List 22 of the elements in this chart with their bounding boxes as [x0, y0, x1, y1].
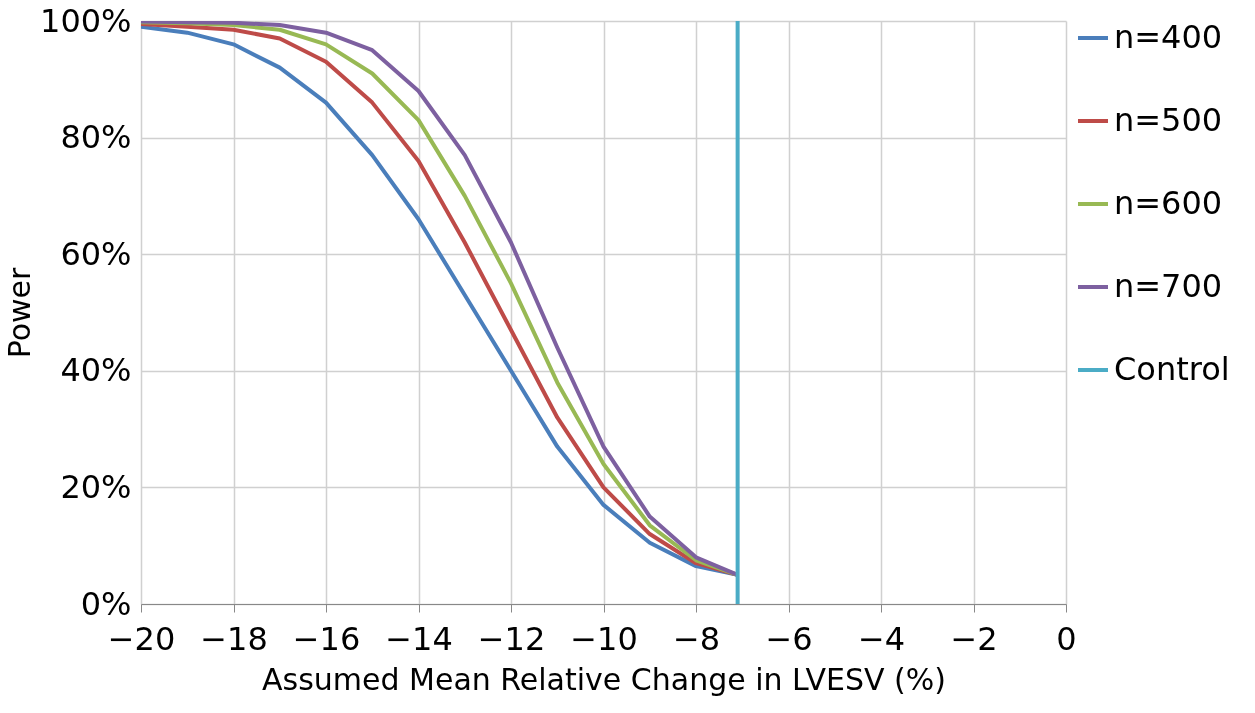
x-tick-label: −14 [385, 619, 453, 658]
x-tick-label: −4 [857, 619, 906, 658]
x-tick-label: −10 [570, 619, 638, 658]
x-axis-title: Assumed Mean Relative Change in LVESV (%) [261, 661, 947, 697]
y-tick-label: 20% [60, 467, 132, 506]
legend-label: n=400 [1114, 18, 1223, 56]
legend-label: Control [1114, 350, 1230, 388]
x-tick-label: −6 [765, 619, 813, 658]
y-tick-label: 80% [60, 118, 132, 157]
y-tick-label: 40% [60, 351, 132, 390]
legend-label: n=700 [1114, 267, 1223, 305]
y-tick-label: 60% [60, 234, 132, 273]
y-axis-title: Power [2, 266, 38, 359]
x-tick-label: −8 [672, 619, 721, 658]
x-tick-label: 0 [1056, 619, 1077, 658]
legend-label: n=500 [1114, 101, 1223, 139]
x-tick-label: −2 [950, 619, 998, 658]
x-tick-label: −18 [200, 619, 268, 658]
y-tick-label: 100% [40, 1, 132, 40]
x-tick-label: −12 [477, 619, 546, 658]
x-tick-label: −16 [292, 619, 361, 658]
legend-label: n=600 [1114, 184, 1223, 222]
